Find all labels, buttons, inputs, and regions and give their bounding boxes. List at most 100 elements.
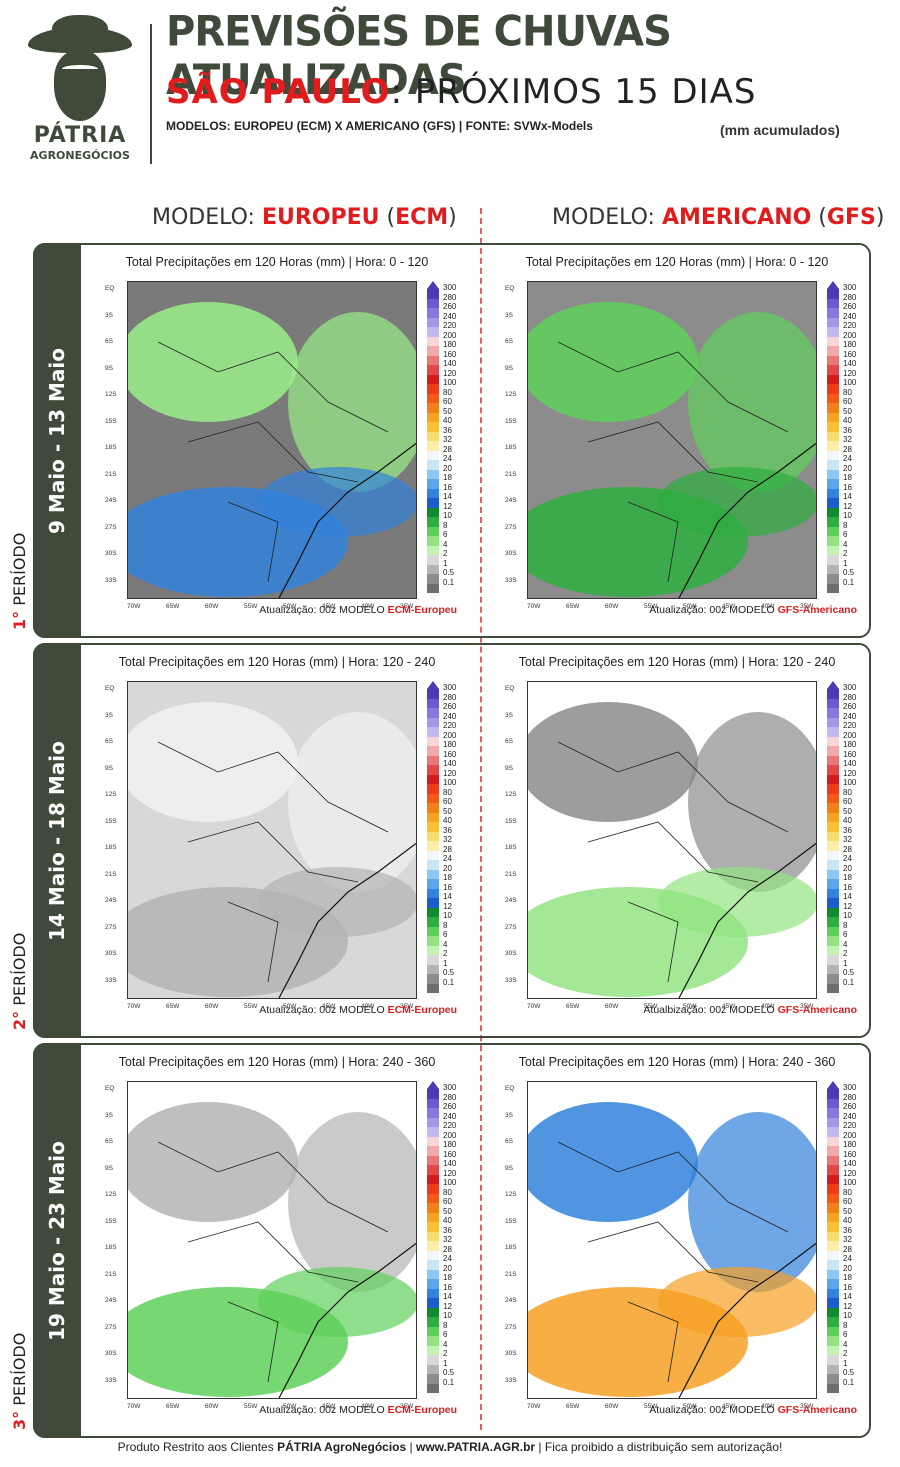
legend-max-arrow-icon bbox=[827, 1081, 839, 1089]
lat-tick-label: 27S bbox=[505, 923, 517, 931]
legend-label: 120 bbox=[443, 1168, 457, 1178]
col-model-abbr: GFS bbox=[826, 205, 876, 230]
legend-label: 10 bbox=[443, 1311, 452, 1320]
lon-tick-label: 45W bbox=[322, 1003, 336, 1010]
lat-tick-label: 12S bbox=[105, 1191, 117, 1198]
legend-label: 36 bbox=[843, 425, 852, 435]
legend-swatch bbox=[827, 564, 839, 574]
col-model-name: EUROPEU bbox=[261, 205, 380, 230]
legend-label: 220 bbox=[843, 321, 857, 330]
page-title: PREVISÕES DE CHUVAS ATUALIZADAS bbox=[166, 7, 672, 105]
legend-swatch bbox=[427, 564, 439, 574]
legend-label: 32 bbox=[443, 835, 452, 844]
col-prefix: MODELO: bbox=[152, 205, 262, 230]
legend-label: 2 bbox=[843, 949, 848, 958]
legend-label: 280 bbox=[443, 292, 457, 302]
footer-brand: PÁTRIA AgroNegócios bbox=[277, 1440, 407, 1454]
legend-min-arrow-icon bbox=[427, 993, 439, 1001]
legend-swatch bbox=[427, 812, 439, 822]
legend-swatch bbox=[427, 327, 439, 337]
legend-label: 160 bbox=[443, 349, 457, 359]
legend-label: 8 bbox=[843, 1320, 848, 1330]
legend-swatch bbox=[827, 1212, 839, 1222]
legend-label: 10 bbox=[443, 511, 452, 520]
map-card-gfs: Total Precipitações em 120 Horas (mm) | … bbox=[487, 645, 867, 1020]
legend-swatch bbox=[827, 365, 839, 375]
legend-swatch bbox=[427, 964, 439, 974]
legend-swatch bbox=[827, 1374, 839, 1384]
legend-swatch bbox=[427, 698, 439, 708]
period-label: 1° PERÍODO bbox=[10, 533, 29, 630]
legend-swatch bbox=[427, 1374, 439, 1384]
map-title: Total Precipitações em 120 Horas (mm) | … bbox=[125, 255, 429, 269]
legend-swatch bbox=[827, 917, 839, 927]
legend-labels: 300 280 260 240 220 200 180 160 140 120 100 80 60 50 4… bbox=[443, 283, 469, 587]
legend-label: 60 bbox=[443, 397, 452, 406]
legend-swatch bbox=[827, 536, 839, 546]
legend-label: 32 bbox=[843, 835, 852, 844]
legend-swatch bbox=[427, 831, 439, 841]
lat-tick-label: 18S bbox=[105, 444, 117, 451]
legend-label: 220 bbox=[443, 721, 457, 730]
lon-tick-label: 70W bbox=[527, 1003, 541, 1010]
legend-swatch bbox=[427, 850, 439, 860]
lat-tick-label: 15S bbox=[105, 1217, 117, 1225]
legend-label: 8 bbox=[443, 520, 448, 530]
legend-labels: 300 280 260 240 220 200 180 160 140 120 100 80 60 50 4… bbox=[843, 283, 869, 587]
lat-tick-label: 33S bbox=[105, 576, 117, 584]
map-title: Total Precipitações em 120 Horas (mm) | … bbox=[525, 255, 829, 269]
legend-swatch bbox=[827, 574, 839, 584]
legend-label: 0.5 bbox=[843, 568, 855, 577]
legend-label: 140 bbox=[843, 1159, 857, 1168]
legend-swatch bbox=[427, 393, 439, 403]
lon-tick-label: 65W bbox=[566, 1003, 580, 1010]
legend-label: 120 bbox=[843, 368, 857, 378]
legend-label: 50 bbox=[843, 1206, 852, 1216]
legend-label: 1 bbox=[843, 558, 848, 568]
lat-tick-label: 24S bbox=[505, 1297, 517, 1304]
legend-swatch bbox=[827, 1231, 839, 1241]
legend-swatch bbox=[827, 308, 839, 318]
legend-label: 100 bbox=[443, 778, 457, 787]
legend-swatch bbox=[827, 517, 839, 527]
lat-tick-label: 24S bbox=[105, 897, 117, 904]
legend-label: 200 bbox=[443, 330, 457, 340]
column-header-ecm: MODELO: EUROPEU (ECM) bbox=[152, 205, 457, 230]
legend-label: 1 bbox=[443, 558, 448, 568]
lon-tick-label: 55W bbox=[244, 1003, 258, 1010]
legend-swatch bbox=[827, 964, 839, 974]
col-prefix: MODELO: bbox=[552, 205, 662, 230]
color-legend bbox=[827, 681, 839, 1001]
color-legend bbox=[427, 281, 439, 601]
legend-label: 2 bbox=[843, 1349, 848, 1358]
legend-swatch bbox=[827, 1117, 839, 1127]
brand-name: PÁTRIA bbox=[33, 123, 127, 148]
legend-label: 140 bbox=[843, 759, 857, 768]
legend-swatch bbox=[427, 1193, 439, 1203]
legend-label: 240 bbox=[843, 1111, 857, 1121]
legend-swatch bbox=[427, 460, 439, 470]
legend-label: 28 bbox=[443, 844, 452, 854]
lon-tick-label: 50W bbox=[283, 1003, 297, 1010]
lon-tick-label: 40W bbox=[361, 1003, 375, 1010]
legend-swatch bbox=[827, 1222, 839, 1232]
legend-swatch bbox=[427, 1165, 439, 1175]
legend-label: 220 bbox=[443, 1121, 457, 1130]
legend-label: 140 bbox=[443, 1159, 457, 1168]
lon-tick-label: 60W bbox=[605, 1403, 619, 1410]
legend-swatch bbox=[427, 1136, 439, 1146]
lat-tick-label: 33S bbox=[505, 976, 517, 984]
period-panel: 19 Maio - 23 Maio Total Precipitações em … bbox=[33, 1043, 871, 1438]
legend-label: 240 bbox=[843, 311, 857, 321]
legend-swatch bbox=[827, 488, 839, 498]
legend-swatch bbox=[827, 850, 839, 860]
legend-label: 300 bbox=[443, 683, 457, 692]
lon-tick-label: 50W bbox=[283, 603, 297, 610]
legend-swatch bbox=[427, 689, 439, 699]
period-label: 3° PERÍODO bbox=[10, 1333, 29, 1430]
legend-max-arrow-icon bbox=[827, 281, 839, 289]
legend-label: 160 bbox=[843, 349, 857, 359]
legend-swatch bbox=[827, 1241, 839, 1251]
lat-tick-label: EQ bbox=[505, 285, 515, 292]
map-title: Total Precipitações em 120 Horas (mm) | … bbox=[518, 1055, 836, 1069]
